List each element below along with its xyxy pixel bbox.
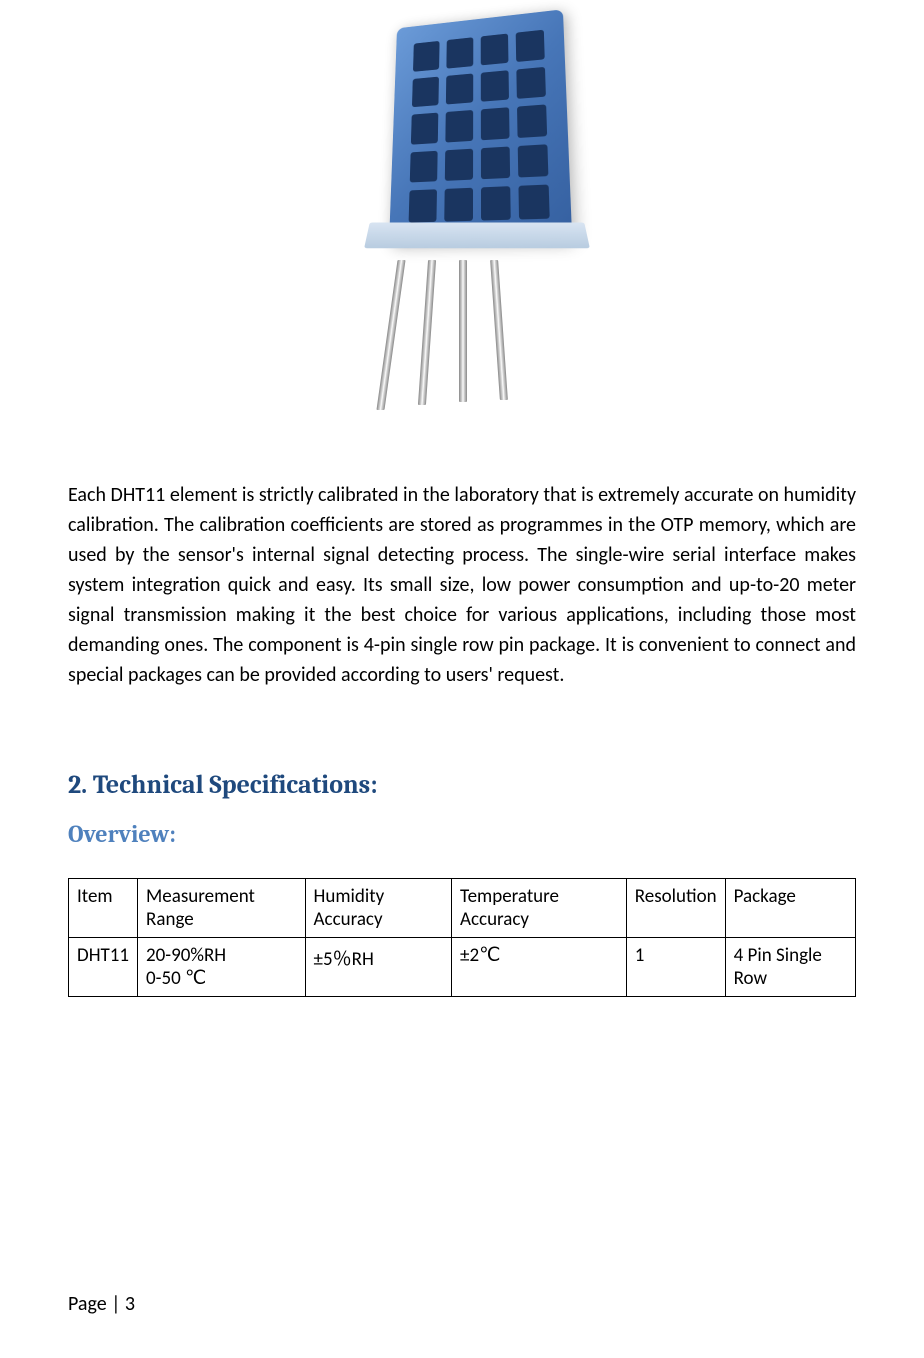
section-heading: 2. Technical Specifications:: [68, 770, 856, 800]
table-cell: ±2℃: [452, 938, 627, 997]
table-header-cell: Temperature Accuracy: [452, 879, 627, 938]
table-cell: 20-90%RH 0-50 ℃: [138, 938, 306, 997]
section-title: Technical Specifications:: [93, 770, 378, 800]
subsection-heading: Overview:: [68, 820, 856, 848]
table-header-row: Item Measurement Range Humidity Accuracy…: [69, 879, 856, 938]
product-image: [307, 0, 617, 430]
table-data-row: DHT11 20-90%RH 0-50 ℃ ±5％RH ±2℃ 1 4 Pin …: [69, 938, 856, 997]
page-footer: Page | 3: [68, 1292, 135, 1316]
section-number: 2.: [68, 770, 87, 800]
table-header-cell: Package: [725, 879, 855, 938]
description-paragraph: Each DHT11 element is strictly calibrate…: [68, 480, 856, 690]
table-cell: ±5％RH: [305, 938, 451, 997]
table-cell: DHT11: [69, 938, 138, 997]
table-header-cell: Measurement Range: [138, 879, 306, 938]
specifications-table: Item Measurement Range Humidity Accuracy…: [68, 878, 856, 997]
table-header-cell: Resolution: [626, 879, 725, 938]
table-cell: 1: [626, 938, 725, 997]
table-header-cell: Item: [69, 879, 138, 938]
table-header-cell: Humidity Accuracy: [305, 879, 451, 938]
table-cell: 4 Pin Single Row: [725, 938, 855, 997]
